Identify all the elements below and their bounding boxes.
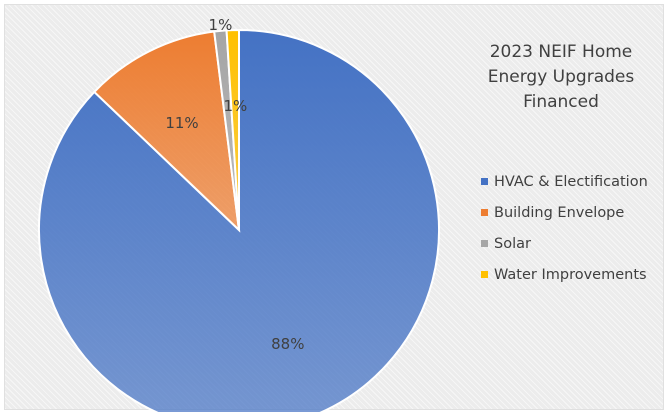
legend-item-building-envelope: Building Envelope [481,197,648,228]
legend-swatch-hvac [481,178,488,185]
legend-swatch-building-envelope [481,209,488,216]
pie-label-solar: 1% [209,16,233,34]
legend-item-solar: Solar [481,228,648,259]
pie-label-hvac: 88% [271,335,304,353]
pie-label-building-envelope: 11% [165,114,198,132]
pie-slice-hvac [38,28,440,412]
legend-swatch-water-improvements [481,271,488,278]
legend: HVAC & Electification Building Envelope … [481,166,648,290]
legend-item-hvac: HVAC & Electification [481,166,648,197]
legend-label-water-improvements: Water Improvements [494,266,647,283]
legend-item-water-improvements: Water Improvements [481,259,648,290]
pie-label-water-improvements: 1% [223,97,247,115]
chart-title: 2023 NEIF Home Energy Upgrades Financed [487,42,635,112]
legend-label-building-envelope: Building Envelope [494,204,625,221]
legend-label-solar: Solar [494,235,531,252]
pie-slice-water-improvements [225,28,240,231]
pie-slice-building-envelope [92,30,241,233]
legend-swatch-solar [481,240,488,247]
legend-label-hvac: HVAC & Electification [494,173,648,190]
